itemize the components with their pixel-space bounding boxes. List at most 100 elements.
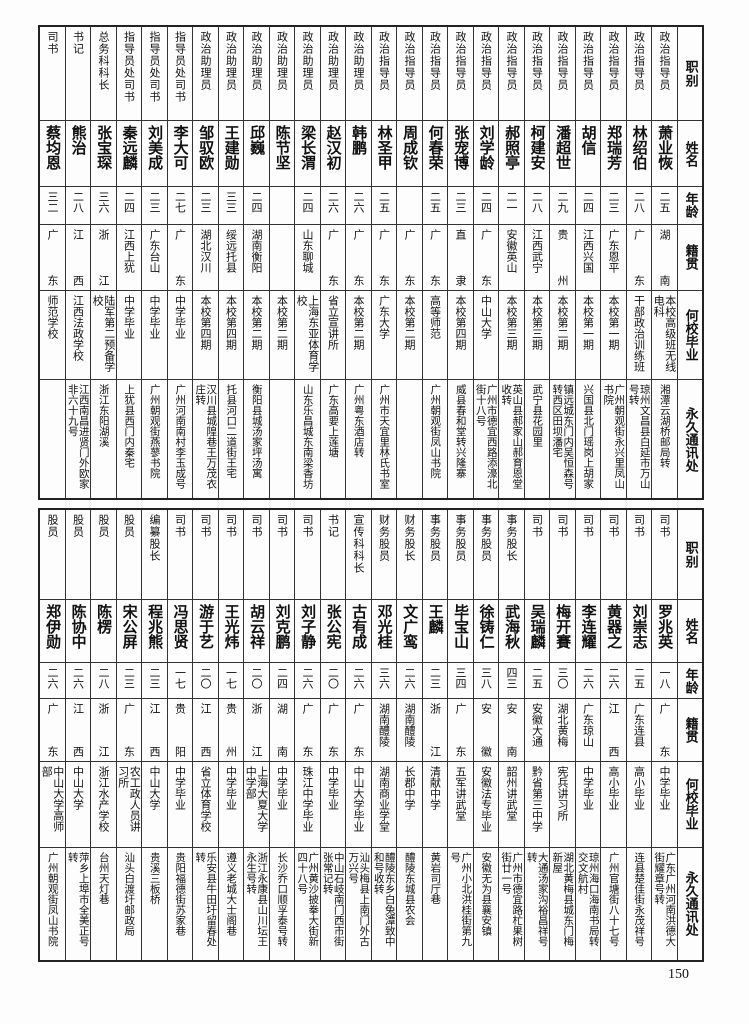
- cell-title: 股员: [40, 510, 65, 600]
- cell-name: 王光炜: [218, 600, 243, 663]
- cell-title: 宣传科科长: [346, 510, 371, 600]
- cell-age: 二六: [397, 663, 422, 699]
- cell-age: 二三: [142, 663, 167, 699]
- cell-name: 林圣甲: [371, 121, 396, 188]
- cell-address: 武宁县花园里: [531, 384, 544, 448]
- cell-school: 湖南商业学堂: [371, 762, 396, 848]
- cell-school: 干部政治训练班: [626, 291, 651, 381]
- header-name: 姓名: [677, 600, 702, 663]
- native-place-char: 东: [658, 746, 672, 757]
- cell-age: 二四: [295, 187, 320, 225]
- native-place-char: 安: [479, 703, 493, 714]
- cell-age: 四三: [499, 663, 524, 699]
- person-column: 司书 罗兆英 一八广东中学毕业 广东广州河南洪德大街耀章号转: [651, 510, 677, 960]
- cell-title: 政治指导员: [422, 27, 447, 122]
- cell-native-place: 绥远托县: [218, 225, 243, 291]
- cell-address: 英山县郝家山郝育恩堂收转: [500, 384, 524, 490]
- cell-title: 司书: [167, 510, 192, 600]
- cell-native-place: 广东: [320, 225, 345, 291]
- person-column: 政治助理员 邱巍 二四 湖南衡阳 本校第二期 衡阳县城汤家坪汤寓: [243, 27, 269, 498]
- person-column: 政治指导员 郑瑞芳 二三 广东恩平 本校第一期 广州朝观街永兴里凤山书院: [600, 27, 626, 498]
- cell-title: 政治指导员: [371, 27, 396, 122]
- cell-name: 何春荣: [422, 121, 447, 188]
- native-place-char: 广: [479, 228, 493, 240]
- cell-name: 秦远麟: [116, 121, 141, 188]
- cell-name: 梁长渭: [295, 121, 320, 188]
- cell-school: 高小毕业: [626, 762, 651, 848]
- native-place-char: 安: [505, 703, 519, 714]
- cell-age: 二六: [65, 663, 90, 699]
- cell-school: 中山大学毕业: [346, 762, 371, 848]
- cell-school: 本校第二期: [244, 291, 269, 381]
- cell-name: 陈协中: [65, 600, 90, 663]
- cell-school: 高小毕业: [601, 762, 626, 848]
- cell-school: 中学毕业: [269, 762, 294, 848]
- cell-address: [397, 380, 422, 498]
- person-column: 指导员处司书 秦远麟 二四 江西上犹 中学毕业 上犹县西门内秦宅: [115, 27, 141, 498]
- cell-school: 五军讲武堂: [448, 762, 473, 848]
- person-column: 政治指导员 刘学龄 二四广东中山大学 广州市德宜西路添濠北街十八号: [472, 27, 498, 498]
- cell-age: 三八: [473, 663, 498, 699]
- cell-title: 指导员处司书: [167, 27, 192, 122]
- person-column: 司书 李连耀 二六 广东琼山 中学毕业 琼州海口海南书局转交文航村: [574, 510, 600, 960]
- native-place-char: 东: [428, 274, 442, 286]
- cell-native-place: 湖南衡阳: [244, 225, 269, 291]
- cell-school: 本校第二期: [346, 291, 371, 381]
- native-place-char: 浙: [250, 703, 264, 714]
- native-place-char: 直: [454, 228, 468, 240]
- cell-native-place: 广东: [295, 699, 320, 762]
- person-column: 司书 蔡均恩 三二广东师范学校: [40, 27, 65, 498]
- person-column: 司书 胡云祥 二〇浙江上海大夏大学中学部 浙江永康县山川坛王永生号转: [243, 510, 269, 960]
- cell-address: 中山石岐南门西市街张常记转: [321, 851, 345, 947]
- cell-name: 刘学龄: [473, 121, 498, 188]
- cell-title: 司书: [269, 510, 294, 600]
- cell-address: 浙江永康县山川坛王永生号转: [245, 851, 269, 947]
- header-native-place: 籍贯: [677, 699, 702, 762]
- cell-school: 本校第二期: [269, 291, 294, 381]
- cell-title: 政治助理员: [218, 27, 243, 122]
- cell-age: 二四: [473, 187, 498, 225]
- native-place-char: 江: [148, 703, 162, 714]
- cell-name: 陈节坚: [269, 121, 294, 188]
- cell-address: 琼州文昌县白延市万山号转: [627, 384, 651, 490]
- cell-title: 司书: [626, 510, 651, 600]
- cell-school: 中山大学: [65, 762, 90, 848]
- cell-age: 三六: [91, 187, 116, 225]
- cell-age: 二五: [652, 187, 677, 225]
- cell-age: 三〇: [550, 663, 575, 699]
- native-place-char: 隶: [454, 274, 468, 286]
- roster-table-bottom: 职别 姓名 年龄 籍贯 何校毕业 永久通讯处 司书 罗兆英 一八广东中学毕业 广东广州河南洪德大街…: [38, 508, 704, 962]
- cell-name: 李连耀: [575, 600, 600, 663]
- cell-address: 浙江东阳湖溪: [97, 384, 110, 448]
- cell-school: 本校第一期: [601, 291, 626, 381]
- cell-address: 贵阳福德街苏家巷: [174, 851, 187, 936]
- cell-native-place: 江西上犹: [116, 225, 141, 291]
- cell-name: 邓光桂: [371, 600, 396, 663]
- cell-school: 本校第三期: [524, 291, 549, 381]
- cell-school: 本校第一期: [575, 291, 600, 381]
- cell-native-place: 广东: [448, 699, 473, 762]
- native-place-char: 贵: [173, 703, 187, 714]
- person-column: 政治指导员 林圣甲 二五广东广东大学 广州市天宜里林氏书室: [370, 27, 396, 498]
- cell-name: 胡云祥: [244, 600, 269, 663]
- cell-native-place: 安徽: [473, 699, 498, 762]
- roster-table-top: 职别 姓名 年龄 籍贯 何校毕业 永久通讯处 政治指导员 萧业恢 二五湖南本校高级班无线电科 湘潭…: [38, 25, 704, 500]
- header-age: 年龄: [677, 663, 702, 699]
- cell-address: 汉川县城隍巷王万茂衣庄转: [194, 384, 218, 490]
- cell-native-place: 浙江: [91, 699, 116, 762]
- person-column: 司书 王光炜 一七贵州中学毕业 遵义老城大士阁巷: [217, 510, 243, 960]
- cell-title: 事务股员: [473, 510, 498, 600]
- person-column: 政治指导员 张宠博 二三直隶本校第四期 威县春和堂转兴隆寨: [447, 27, 473, 498]
- cell-address: 广州朝观街燕蓼书院: [148, 384, 161, 479]
- cell-address: 遵义老城大士阁巷: [225, 851, 238, 936]
- native-place-char: 东: [46, 746, 60, 757]
- cell-title: 政治指导员: [473, 27, 498, 122]
- cell-native-place: 广东: [397, 225, 422, 291]
- cell-native-place: 江西兴国: [575, 225, 600, 291]
- native-place-char: 浙: [97, 703, 111, 714]
- cell-address: 萍乡上埠市全美正号转: [66, 851, 90, 947]
- cell-school: 本校第二期: [550, 291, 575, 381]
- cell-age: 二〇: [193, 663, 218, 699]
- header-title: 职别: [677, 510, 702, 600]
- cell-age: 二三: [193, 187, 218, 225]
